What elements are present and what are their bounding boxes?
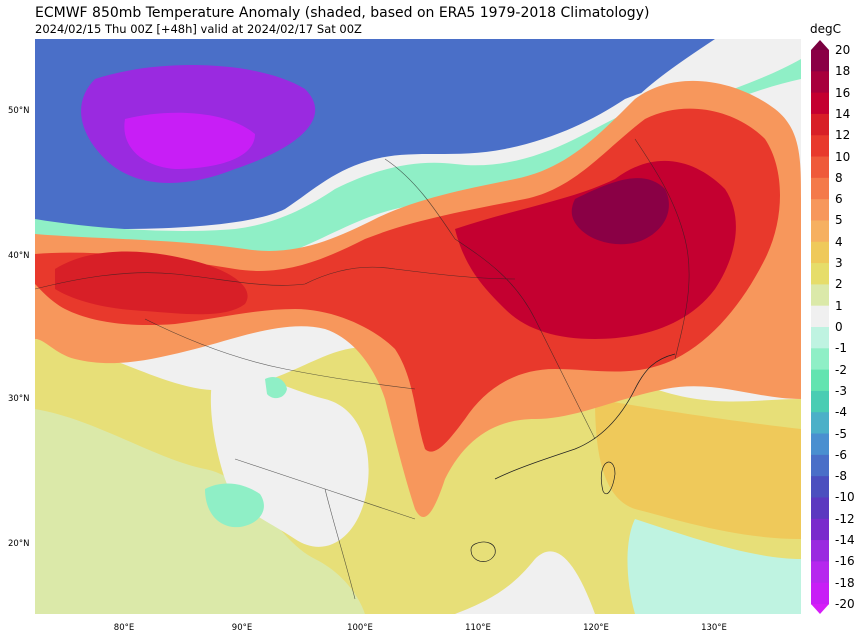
colorbar-tick-label: -4 [835, 405, 847, 420]
colorbar-tick-label: -18 [835, 575, 855, 590]
colorbar-segment [811, 156, 829, 179]
colorbar-tick-label: -8 [835, 469, 847, 484]
lat-label-50n: 50°N [8, 106, 30, 116]
colorbar-segment [811, 518, 829, 541]
colorbar-tick-label: 6 [835, 192, 843, 207]
colorbar-tick-label: 1 [835, 298, 843, 313]
colorbar-segment [811, 50, 829, 72]
colorbar-tick-label: 2 [835, 277, 843, 292]
colorbar-tick-label: 12 [835, 128, 851, 143]
colorbar-tick-label: 5 [835, 213, 843, 228]
lat-label-20n: 20°N [8, 539, 30, 549]
colorbar-segment [811, 199, 829, 221]
colorbar-segment [811, 561, 829, 584]
colorbar-segment [811, 369, 829, 392]
colorbar-segment [811, 135, 829, 158]
colorbar-segment [811, 284, 829, 307]
lon-label-80e: 80°E [113, 623, 135, 633]
hainan-island [470, 541, 496, 562]
colorbar-segment [811, 177, 829, 200]
colorbar-segment [811, 412, 829, 435]
colorbar-tick-label: 0 [835, 320, 843, 334]
colorbar-tick-label: 14 [835, 106, 851, 121]
chart-subtitle: 2024/02/15 Thu 00Z [+48h] valid at 2024/… [35, 22, 362, 36]
colorbar-tick-label: -16 [835, 554, 855, 569]
lon-label-120e: 120°E [583, 623, 609, 633]
colorbar-segment [811, 540, 829, 562]
cyan-patch-2 [265, 377, 287, 399]
chart-title: ECMWF 850mb Temperature Anomaly (shaded,… [35, 5, 650, 21]
colorbar-tick-label: 8 [835, 170, 843, 185]
colorbar-unit: degC [810, 22, 841, 36]
colorbar-segment [811, 433, 829, 456]
colorbar-tick-label: 10 [835, 149, 851, 164]
colorbar-segment [811, 71, 829, 94]
colorbar-segment [811, 454, 829, 477]
colorbar-tick-label: -20 [835, 597, 855, 611]
colorbar-segment [811, 220, 829, 243]
colorbar-segment [811, 305, 829, 328]
border-lines [35, 138, 690, 600]
colorbar-segment [811, 348, 829, 371]
colorbar-tick-label: 3 [835, 256, 843, 271]
lat-label-30n: 30°N [8, 394, 30, 404]
colorbar-segment [811, 582, 829, 605]
lon-label-110e: 110°E [465, 623, 491, 633]
colorbar-tick-label: -6 [835, 447, 847, 462]
colorbar-tick-label: 18 [835, 64, 851, 79]
sea-yellow [595, 399, 801, 539]
anomaly-map [35, 39, 801, 614]
colorbar-tick-label: -5 [835, 426, 847, 441]
cyan-patch-1 [205, 483, 264, 528]
colorbar-tick-label: 4 [835, 234, 843, 249]
south-pale-green [35, 409, 365, 614]
colorbar-segment [811, 92, 829, 115]
colorbar-tick-label: -2 [835, 362, 847, 377]
colorbar-tick-label: 20 [835, 43, 851, 57]
warm-deep-core [571, 178, 669, 245]
colorbar-tick-label: -12 [835, 511, 855, 526]
colorbar-segment [811, 497, 829, 520]
colorbar-tick-label: -1 [835, 341, 847, 356]
colorbar-segment [811, 327, 829, 349]
colorbar-tick-label: -14 [835, 533, 855, 548]
warm-west-band [55, 251, 248, 315]
colorbar-segment [811, 241, 829, 264]
lon-label-100e: 100°E [347, 623, 373, 633]
sea-green [627, 519, 801, 614]
colorbar [811, 40, 829, 614]
colorbar-segment [811, 390, 829, 413]
colorbar-bottom-arrow [811, 604, 829, 614]
lat-label-40n: 40°N [8, 251, 30, 261]
cold-magenta-core [124, 112, 255, 169]
colorbar-segment [811, 476, 829, 498]
lon-label-130e: 130°E [701, 623, 727, 633]
colorbar-segment [811, 113, 829, 136]
lon-label-90e: 90°E [231, 623, 253, 633]
colorbar-segment [811, 263, 829, 285]
colorbar-tick-label: -10 [835, 490, 855, 505]
colorbar-tick-label: -3 [835, 383, 847, 398]
colorbar-tick-label: 16 [835, 85, 851, 100]
coast-line [494, 353, 676, 480]
colorbar-top-arrow [811, 40, 829, 50]
taiwan-island [600, 461, 616, 495]
